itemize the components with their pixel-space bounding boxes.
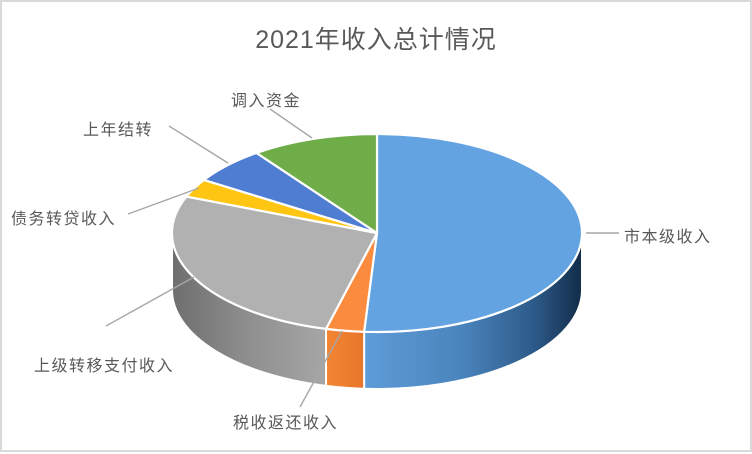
leader-line-superior-transfer-payment-income: [105, 276, 195, 327]
slice-label-transferred-funds: 调入资金: [231, 93, 302, 110]
leader-line-tax-rebate-income: [299, 330, 343, 408]
pie-slice-transferred-funds[interactable]: [255, 132, 379, 235]
chart-title: 2021年收入总计情况: [255, 26, 497, 54]
pie-slice-superior-transfer-payment-income[interactable]: [170, 195, 379, 330]
slice-label-prior-year-carryover: 上年结转: [83, 122, 154, 139]
leader-line-debt-loan-income: [127, 187, 200, 215]
slice-label-debt-loan-income: 债务转贷收入: [11, 211, 117, 228]
slice-label-tax-rebate-income: 税收返还收入: [233, 415, 339, 432]
slice-label-superior-transfer-payment-income: 上级转移支付收入: [34, 358, 175, 375]
leader-line-transferred-funds: [269, 108, 313, 139]
slice-label-municipal-income: 市本级收入: [624, 229, 712, 246]
pie-slice-municipal-income[interactable]: [363, 132, 584, 334]
leader-line-prior-year-carryover: [168, 125, 229, 164]
pie-slice-side-tax-rebate-income[interactable]: [325, 327, 366, 390]
